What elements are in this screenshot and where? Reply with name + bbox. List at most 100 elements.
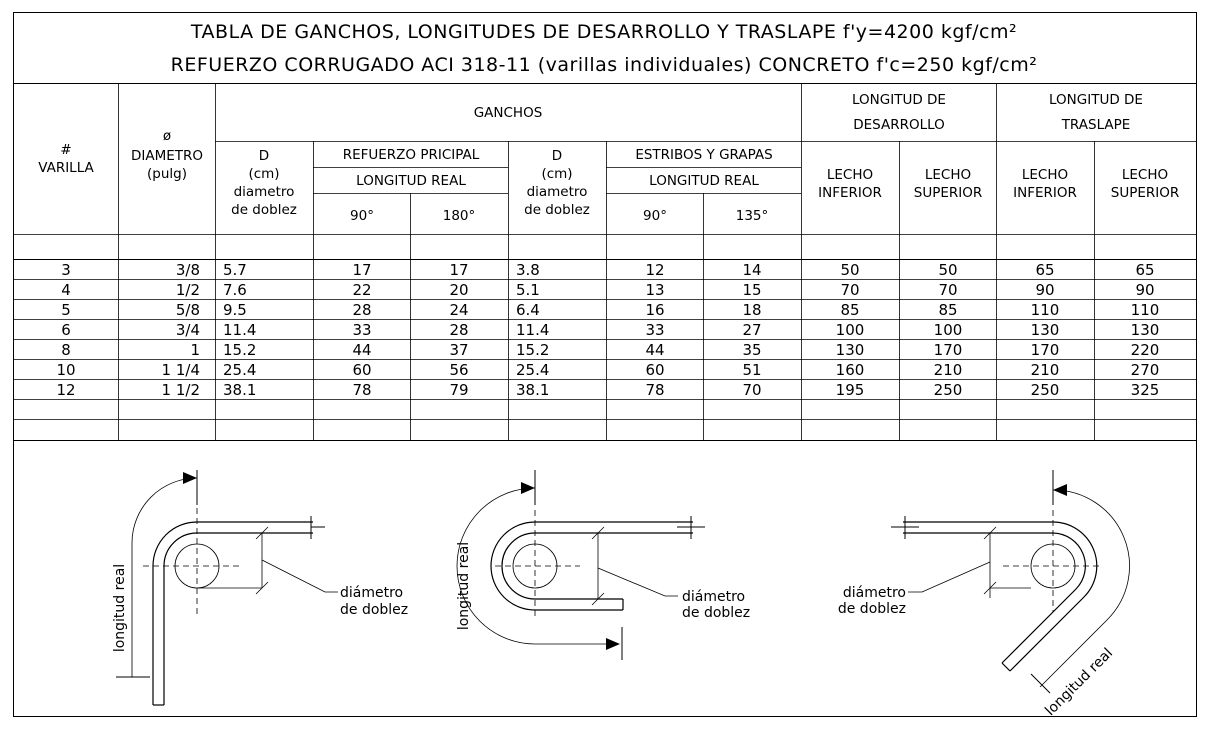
cell-diametro: 1 1/2 <box>162 381 200 399</box>
header-lecho-3: LECHO <box>1022 167 1068 183</box>
dim-tick <box>983 581 997 595</box>
cell-estribos-90: 12 <box>645 261 664 279</box>
cell-traslape-inferior: 210 <box>1031 361 1060 379</box>
cell-estribos-90: 13 <box>645 281 664 299</box>
header-estribos: ESTRIBOS Y GRAPAS <box>635 147 772 163</box>
cell-estribos-135: 15 <box>742 281 761 299</box>
leader-line <box>261 559 338 593</box>
bar-inner-edge <box>501 532 693 600</box>
cell-traslape-superior: 130 <box>1131 321 1160 339</box>
arrow-head <box>521 482 535 494</box>
bar-outer-edge <box>903 521 1098 672</box>
cell-d-principal: 38.1 <box>223 381 256 399</box>
cell-varilla: 12 <box>56 381 75 399</box>
cell-traslape-superior: 65 <box>1135 261 1154 279</box>
header-longitud-real-estribos: LONGITUD REAL <box>649 173 759 189</box>
header-refuerzo-principal: REFUERZO PRICIPAL <box>343 147 480 163</box>
header-varilla: VARILLA <box>38 160 94 176</box>
cell-d-estribos: 25.4 <box>516 361 549 379</box>
cell-desarrollo-superior: 85 <box>938 301 957 319</box>
cell-d-estribos: 6.4 <box>516 301 540 319</box>
cell-diametro: 1 1/4 <box>162 361 200 379</box>
bar-inner-edge <box>903 532 1086 664</box>
dim-tick <box>255 581 269 595</box>
cell-principal-180: 20 <box>449 281 468 299</box>
cell-principal-90: 22 <box>352 281 371 299</box>
cell-d-estribos: 11.4 <box>516 321 549 339</box>
hook-180-diagram <box>456 470 705 660</box>
drawing-frame <box>13 12 1197 717</box>
label-longitud-real-3: longitud real <box>1042 645 1116 719</box>
label-de-doblez-2: de doblez <box>682 605 750 621</box>
header-pulg: (pulg) <box>147 166 187 182</box>
cell-principal-180: 37 <box>449 341 468 359</box>
cell-traslape-inferior: 110 <box>1031 301 1060 319</box>
dim-tick <box>591 592 605 606</box>
header-traslape-1: LONGITUD DE <box>1049 92 1143 108</box>
header-diametro-estribos: diametro <box>527 184 588 200</box>
cell-desarrollo-inferior: 70 <box>840 281 859 299</box>
header-diametro: DIAMETRO <box>131 148 203 164</box>
cell-principal-180: 56 <box>449 361 468 379</box>
header-desarrollo-1: LONGITUD DE <box>852 92 946 108</box>
cell-desarrollo-superior: 50 <box>938 261 957 279</box>
arrow-head <box>1053 484 1067 496</box>
cell-d-principal: 7.6 <box>223 281 247 299</box>
header-num-symbol: # <box>60 142 71 158</box>
bar-inner-edge <box>163 532 313 705</box>
header-lecho-2: LECHO <box>925 167 971 183</box>
cell-estribos-135: 18 <box>742 301 761 319</box>
cell-desarrollo-superior: 210 <box>934 361 963 379</box>
cell-principal-180: 17 <box>449 261 468 279</box>
title-line-2: REFUERZO CORRUGADO ACI 318-11 (varillas … <box>171 54 1038 76</box>
cell-principal-180: 79 <box>449 381 468 399</box>
cell-principal-90: 17 <box>352 261 371 279</box>
dim-tick <box>983 526 997 540</box>
header-superior-1: SUPERIOR <box>914 185 983 201</box>
header-de-doblez: de doblez <box>231 202 297 218</box>
length-ext <box>1030 673 1051 694</box>
cell-estribos-90: 78 <box>645 381 664 399</box>
header-desarrollo-2: DESARROLLO <box>853 117 945 133</box>
title-line-1: TABLA DE GANCHOS, LONGITUDES DE DESARROL… <box>190 21 1017 43</box>
cell-varilla: 3 <box>61 261 71 279</box>
cell-d-principal: 11.4 <box>223 321 256 339</box>
cell-estribos-90: 60 <box>645 361 664 379</box>
cell-desarrollo-superior: 250 <box>934 381 963 399</box>
dim-tick <box>255 526 269 540</box>
cell-d-principal: 15.2 <box>223 341 256 359</box>
header-superior-2: SUPERIOR <box>1111 185 1180 201</box>
cell-estribos-135: 14 <box>742 261 761 279</box>
label-de-doblez-3: de doblez <box>838 601 906 617</box>
header-135: 135° <box>736 208 769 224</box>
cell-traslape-superior: 270 <box>1131 361 1160 379</box>
label-de-doblez-1: de doblez <box>340 602 408 618</box>
dim-tick <box>591 526 605 540</box>
cell-desarrollo-inferior: 195 <box>836 381 865 399</box>
cell-desarrollo-inferior: 130 <box>836 341 865 359</box>
table-body: 3 3/8 5.7 17 17 3.8 12 14 50 50 65 654 1/2 7.6 22 20 5.1… <box>56 261 1159 399</box>
hook-table: # VARILLA ø DIAMETRO (pulg) GANCHOS LONG… <box>13 83 1196 441</box>
arrow-head <box>606 638 620 650</box>
cell-diametro: 5/8 <box>176 301 200 319</box>
header-longitud-real: LONGITUD REAL <box>356 173 466 189</box>
cell-traslape-inferior: 170 <box>1031 341 1060 359</box>
cell-traslape-inferior: 65 <box>1035 261 1054 279</box>
cell-traslape-superior: 220 <box>1131 341 1160 359</box>
length-dim <box>456 487 610 645</box>
cell-varilla: 5 <box>61 301 71 319</box>
cell-desarrollo-superior: 170 <box>934 341 963 359</box>
cell-estribos-135: 35 <box>742 341 761 359</box>
bar-end <box>1001 662 1011 672</box>
cell-traslape-superior: 325 <box>1131 381 1160 399</box>
cell-varilla: 6 <box>61 321 71 339</box>
header-90-estribos: 90° <box>643 208 667 224</box>
cell-desarrollo-inferior: 85 <box>840 301 859 319</box>
cell-traslape-superior: 90 <box>1135 281 1154 299</box>
length-dim <box>1039 489 1130 688</box>
cell-principal-90: 78 <box>352 381 371 399</box>
cell-d-principal: 9.5 <box>223 301 247 319</box>
label-longitud-real-2: longitud real <box>456 542 472 630</box>
header-cm-estribos: (cm) <box>541 166 572 182</box>
cell-desarrollo-superior: 100 <box>934 321 963 339</box>
